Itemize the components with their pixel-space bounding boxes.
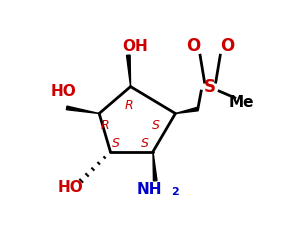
- Text: O: O: [186, 37, 200, 55]
- Text: 2: 2: [172, 187, 179, 197]
- Text: O: O: [220, 37, 234, 55]
- Text: S: S: [152, 119, 160, 132]
- Polygon shape: [66, 106, 99, 114]
- Polygon shape: [153, 152, 157, 181]
- Text: Me: Me: [229, 95, 254, 110]
- Polygon shape: [176, 107, 198, 114]
- Text: HO: HO: [57, 180, 83, 195]
- Text: R: R: [125, 99, 134, 112]
- Text: S: S: [112, 137, 120, 150]
- Polygon shape: [127, 55, 131, 86]
- Text: S: S: [141, 137, 149, 150]
- Text: S: S: [204, 78, 216, 96]
- Text: NH: NH: [136, 182, 162, 197]
- Text: HO: HO: [50, 84, 76, 99]
- Text: OH: OH: [122, 39, 148, 54]
- Text: R: R: [100, 119, 109, 132]
